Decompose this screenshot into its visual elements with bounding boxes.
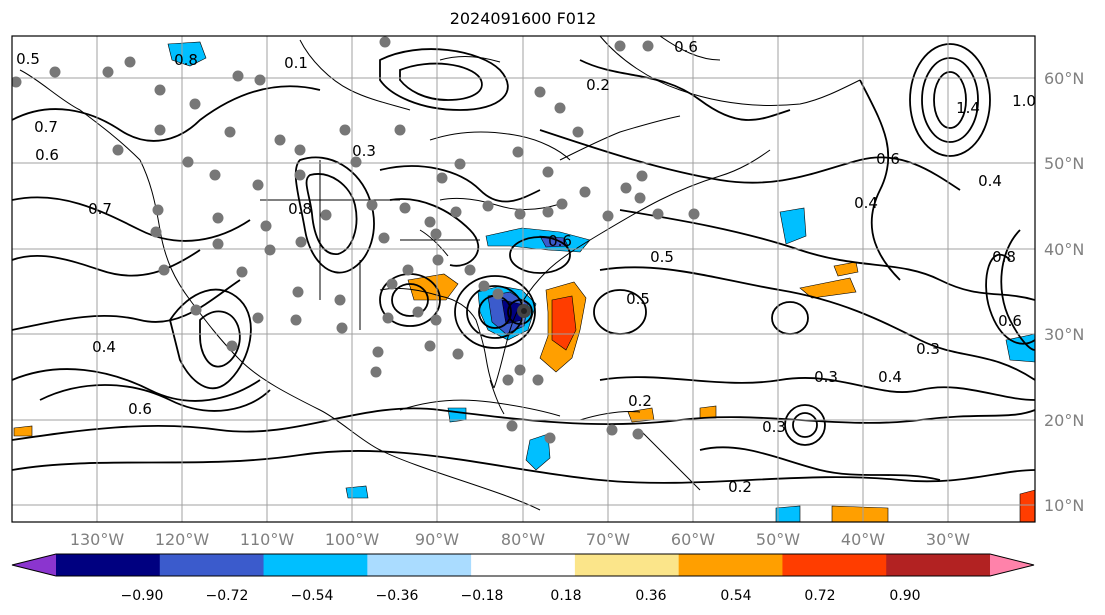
colorbar-tick-label: −0.72 [206,588,249,604]
contour-label: 0.4 [92,338,116,356]
colorbar-tick-label: −0.36 [376,588,419,604]
contour-label: 0.8 [174,51,198,69]
orange-patch-tropical [699,405,717,419]
colorbar-segment [471,554,576,576]
contour-label: 1.4 [956,99,980,117]
lon-label-110w: 110°W [240,530,295,549]
contour-label: 0.4 [854,194,878,212]
contour-label: 0.6 [674,38,698,56]
contour-label: 0.2 [586,76,610,94]
colorbar-segment [263,554,368,576]
contour-label: 0.7 [88,200,112,218]
contour-label: 0.3 [762,418,786,436]
lon-label-70w: 70°W [586,530,630,549]
colorbar-segment [886,554,991,576]
contour-label: 0.1 [284,54,308,72]
map-panel [12,36,1035,522]
contour-label: 0.4 [978,172,1002,190]
map-frame [11,35,1036,523]
colorbar-segment [574,554,680,576]
lon-label-120w: 120°W [155,530,210,549]
lon-label-60w: 60°W [671,530,715,549]
blue-patch-south-edge [775,505,801,522]
colorbar-tick-labels: −0.90 −0.72 −0.54 −0.36 −0.18 0.18 0.36 … [121,588,921,604]
colorbar [11,553,1035,577]
lon-label-100w: 100°W [325,530,380,549]
gridlines [12,36,1035,522]
lon-label-40w: 40°W [841,530,885,549]
contour-label: 0.8 [992,248,1016,266]
colorbar-extend-max [990,554,1034,576]
colorbar-segment [367,554,472,576]
contour-label: 0.3 [814,368,838,386]
orange-patch-gulf [407,273,459,301]
lon-label-80w: 80°W [501,530,545,549]
contour-label: 0.2 [728,478,752,496]
contour-label: 0.8 [288,200,312,218]
orange-patch-central-atlantic [799,277,857,299]
colorbar-segment [56,554,161,576]
blue-patch-central-america [525,433,551,471]
colorbar-tick-label: −0.18 [461,588,504,604]
longitude-labels: 130°W 120°W 110°W 100°W 90°W 80°W 70°W 6… [70,530,970,549]
latitude-labels: 60°N 50°N 40°N 30°N 20°N 10°N [1044,69,1084,515]
contour-label: 0.6 [35,146,59,164]
colorbar-segment [678,554,783,576]
coastlines [19,36,861,511]
lat-label-40n: 40°N [1044,240,1084,259]
lat-label-50n: 50°N [1044,154,1084,173]
red-core-atlantic [551,295,577,351]
contour-label: 0.2 [628,392,652,410]
contour-label: 0.6 [876,150,900,168]
blue-patch-mexico [345,485,369,499]
colorbar-tick-label: 0.72 [804,588,835,604]
blue-patch-pacific-nw [167,41,207,67]
colorbar-segment [159,554,265,576]
contour-label: 0.6 [998,312,1022,330]
colorbar-tick-label: −0.90 [121,588,164,604]
red-patch-east-edge [1019,489,1035,522]
contour-label: 0.7 [34,118,58,136]
contour-label: 0.6 [128,400,152,418]
orange-patch-central-atlantic-2 [833,261,859,277]
contour-label-group: 0.5 0.8 0.6 0.7 1.4 0.4 0.6 0.5 0.3 0.2 … [16,38,1036,496]
contour-label: 0.6 [548,232,572,250]
lat-label-10n: 10°N [1044,496,1084,515]
colorbar-tick-label: 0.90 [889,588,920,604]
lon-label-30w: 30°W [926,530,970,549]
contour-label: 0.4 [878,368,902,386]
colorbar-extend-min [12,554,56,576]
colorbar-outline [11,553,1035,577]
colorbar-tick-label: 0.36 [635,588,666,604]
lon-label-90w: 90°W [415,530,459,549]
navy-core-great-lakes [539,235,569,248]
colorbar-segment [782,554,887,576]
colorbar-tick-label: −0.54 [291,588,334,604]
lat-label-20n: 20°N [1044,411,1084,430]
lat-label-30n: 30°N [1044,325,1084,344]
orange-patch-south-atlantic [831,505,889,522]
blue-patch-atlantic-mid [779,207,807,245]
contour-label: 0.5 [626,290,650,308]
contour-label: 0.3 [916,340,940,358]
contour-label: 0.5 [16,50,40,68]
station-markers [12,36,700,444]
lon-label-130w: 130°W [70,530,125,549]
colorbar-tick-label: 0.54 [720,588,751,604]
contour-label: 0.3 [352,142,376,160]
orange-patch-west-edge [13,425,33,437]
colorbar-tick-label: 0.18 [550,588,581,604]
lon-label-50w: 50°W [756,530,800,549]
contour-label: 0.5 [650,248,674,266]
contour-label: 1.0 [1012,92,1036,110]
storm-center-marker [517,304,531,318]
map-title: 2024091600 F012 [449,9,597,28]
lat-label-60n: 60°N [1044,69,1084,88]
